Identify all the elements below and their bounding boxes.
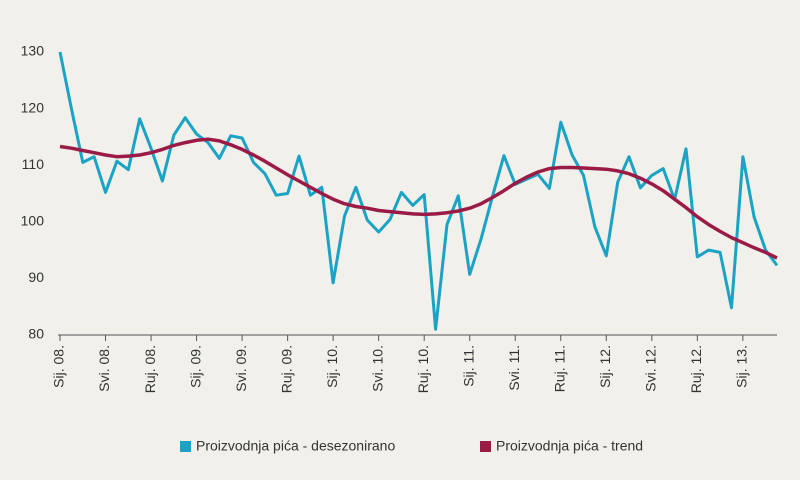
x-tick-label: Sij. 10.	[324, 345, 340, 388]
legend-swatch	[480, 441, 491, 452]
x-tick-label: Ruj. 10.	[415, 345, 431, 393]
line-series	[58, 51, 779, 331]
x-tick-label: Svi. 10.	[369, 345, 385, 392]
y-tick-label: 110	[22, 156, 45, 172]
line-series	[59, 137, 778, 260]
y-tick-label: 120	[21, 99, 45, 115]
x-tick-label: Sij. 11.	[460, 345, 476, 387]
x-tick-label: Svi. 12.	[643, 345, 659, 392]
x-tick-label: Ruj. 08.	[142, 345, 158, 393]
x-tick-label: Svi. 09.	[233, 345, 249, 392]
x-tick-label: Svi. 11.	[506, 345, 522, 391]
legend-label: Proizvodnja pića - trend	[496, 438, 643, 454]
y-tick-label: 100	[21, 213, 45, 229]
x-tick-label: Ruj. 09.	[278, 345, 294, 393]
x-tick-label: Ruj. 12.	[688, 345, 704, 393]
y-tick-label: 80	[28, 326, 44, 342]
y-tick-label: 130	[21, 43, 45, 59]
legend-label: Proizvodnja pića - desezonirano	[196, 438, 395, 454]
legend-swatch	[180, 441, 191, 452]
x-tick-label: Svi. 08.	[96, 345, 112, 392]
y-tick-label: 90	[28, 269, 44, 285]
x-tick-label: Sij. 12.	[597, 345, 613, 388]
x-tick-label: Sij. 13.	[734, 345, 750, 388]
x-tick-label: Sij. 08.	[51, 345, 67, 388]
x-tick-label: Sij. 09.	[187, 345, 203, 388]
x-tick-label: Ruj. 11.	[551, 345, 567, 392]
